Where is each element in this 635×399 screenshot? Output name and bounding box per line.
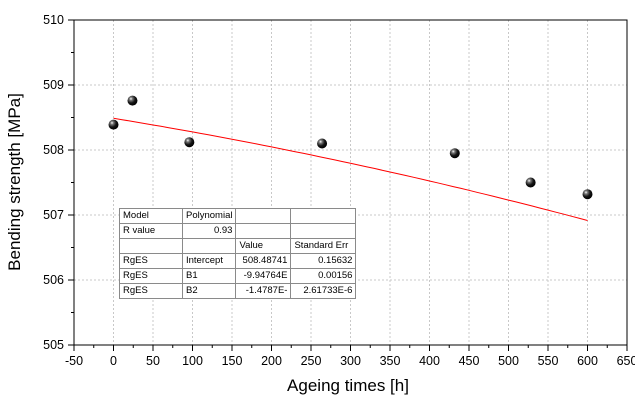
- data-point: [317, 138, 328, 149]
- table-cell: [235, 223, 292, 239]
- x-tick-label: 500: [498, 354, 519, 368]
- table-cell: 0.93: [181, 223, 237, 239]
- axis-ticks: [68, 19, 628, 351]
- x-axis-label: Ageing times [h]: [287, 376, 409, 395]
- x-tick-label: 200: [261, 354, 282, 368]
- table-row: R value 0.93: [119, 223, 357, 239]
- y-tick-labels: 505 506 507 508 509 510: [43, 13, 64, 352]
- table-cell: Standard Err: [290, 238, 357, 254]
- table-cell: 0.15632: [290, 253, 357, 269]
- y-tick-label: 505: [43, 338, 64, 352]
- data-point: [127, 95, 138, 106]
- table-cell: -9.94764E: [235, 268, 292, 284]
- fit-curve: [113, 117, 588, 221]
- table-cell: 508.48741: [235, 253, 292, 269]
- table-row: RgES B2 -1.4787E- 2.61733E-6: [119, 283, 357, 299]
- table-cell: RgES: [119, 253, 183, 269]
- y-axis-label: Bending strength [MPa]: [5, 93, 24, 271]
- x-tick-label: 0: [110, 354, 117, 368]
- x-tick-label: -50: [65, 354, 83, 368]
- x-tick-label: 150: [222, 354, 243, 368]
- x-tick-label: 450: [459, 354, 480, 368]
- x-tick-label: 550: [538, 354, 559, 368]
- table-cell: B2: [181, 283, 237, 299]
- table-cell: 0.00156: [290, 268, 357, 284]
- table-cell: Intercept: [181, 253, 237, 269]
- table-cell: -1.4787E-: [235, 283, 292, 299]
- y-tick-label: 508: [43, 143, 64, 157]
- data-point: [184, 137, 195, 148]
- table-cell: Polynomial: [181, 208, 237, 224]
- table-cell: [290, 223, 357, 239]
- table-cell: B1: [181, 268, 237, 284]
- table-row: Value Standard Err: [119, 238, 357, 254]
- data-point: [525, 177, 536, 188]
- x-tick-label: 250: [301, 354, 322, 368]
- table-row: RgES Intercept 508.48741 0.15632: [119, 253, 357, 269]
- table-cell: [181, 238, 237, 254]
- table-cell: RgES: [119, 268, 183, 284]
- data-point: [108, 119, 119, 130]
- table-cell: RgES: [119, 283, 183, 299]
- table-cell: 2.61733E-6: [290, 283, 357, 299]
- y-tick-label: 510: [43, 13, 64, 27]
- y-tick-label: 509: [43, 78, 64, 92]
- x-tick-labels: -50 0 50 100 150 200 250 300 350 400 450 500 550 600 6…: [65, 354, 635, 368]
- data-points: [108, 95, 593, 200]
- data-point: [582, 189, 593, 200]
- y-tick-label: 506: [43, 273, 64, 287]
- table-cell: Value: [235, 238, 292, 254]
- x-tick-label: 400: [419, 354, 440, 368]
- fit-results-table: Model Polynomial R value 0.93 Value Stan…: [119, 208, 357, 299]
- y-tick-label: 507: [43, 208, 64, 222]
- x-tick-label: 50: [146, 354, 160, 368]
- table-cell: [119, 238, 183, 254]
- table-row: RgES B1 -9.94764E 0.00156: [119, 268, 357, 284]
- x-tick-label: 100: [182, 354, 203, 368]
- table-cell: [235, 208, 292, 224]
- table-cell: Model: [119, 208, 183, 224]
- table-cell: R value: [119, 223, 183, 239]
- x-tick-label: 650: [617, 354, 635, 368]
- x-tick-label: 300: [340, 354, 361, 368]
- data-point: [449, 148, 460, 159]
- table-row: Model Polynomial: [119, 208, 357, 224]
- x-tick-label: 600: [577, 354, 598, 368]
- x-tick-label: 350: [380, 354, 401, 368]
- table-cell: [290, 208, 357, 224]
